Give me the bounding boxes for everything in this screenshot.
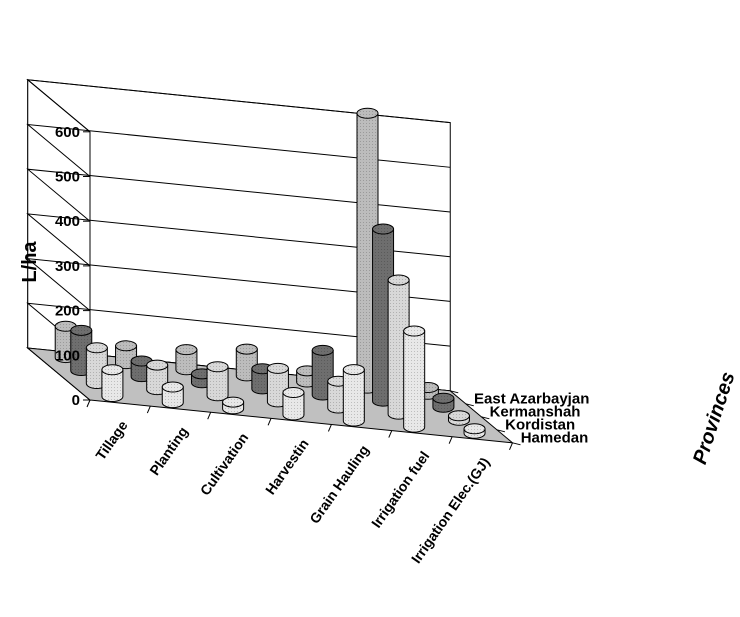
cylinder-top-texture — [101, 364, 123, 375]
x-tick-mark — [267, 418, 272, 426]
z-tick-mark — [465, 403, 474, 407]
series-label: Kordistan — [505, 416, 575, 433]
cylinder-top-texture — [388, 275, 410, 286]
cylinder-bar — [447, 410, 470, 426]
gridline — [26, 213, 451, 267]
gridline — [26, 168, 451, 222]
cylinder-top-texture — [175, 344, 197, 355]
x-tick-mark — [146, 405, 151, 414]
cylinder-bar — [206, 361, 229, 402]
y-tick-label: 0 — [72, 392, 80, 409]
cylinder-texture — [162, 387, 184, 408]
x-tick-mark — [207, 412, 212, 420]
cylinder-bar — [161, 381, 184, 409]
category-label: Harvestin — [262, 436, 312, 497]
cylinder-top-texture — [312, 345, 334, 356]
cylinder-top-texture — [464, 423, 486, 434]
x-tick-mark — [388, 430, 393, 438]
cylinder-texture — [175, 349, 197, 375]
z-tick-mark — [512, 442, 521, 446]
x-tick-mark — [509, 442, 513, 450]
cylinder-top-texture — [356, 108, 378, 119]
category-label: Cultivation — [197, 430, 252, 498]
cylinder-texture — [403, 331, 425, 433]
grid-layer — [26, 78, 451, 402]
cylinder-texture — [207, 366, 229, 401]
x-tick-mark — [86, 399, 91, 408]
z-tick-mark — [496, 429, 506, 433]
cylinder-texture — [101, 369, 123, 402]
gridline — [26, 79, 451, 133]
series-label: Hamedan — [521, 429, 589, 446]
z-axis-title: Provinces — [689, 369, 739, 467]
x-tick-mark — [327, 424, 332, 432]
z-tick-mark — [481, 416, 490, 420]
category-label: Grain Hauling — [306, 442, 372, 526]
cylinder-top-texture — [222, 397, 244, 408]
series-label: East Azarbayjan — [474, 390, 589, 407]
y-tick-label: 400 — [55, 213, 80, 230]
y-tick-label: 300 — [55, 258, 80, 275]
cylinder-bar — [101, 364, 124, 403]
cylinder-top-texture — [343, 364, 365, 375]
cylinder-bar — [282, 387, 305, 421]
cylinder-top-texture — [403, 326, 425, 337]
cylinder-top-texture — [207, 361, 229, 372]
cylinder-bar — [175, 344, 198, 376]
series-label: Kermanshah — [490, 403, 581, 420]
gridline — [26, 123, 451, 177]
cylinder-top-texture — [448, 410, 470, 421]
gridline — [26, 257, 451, 311]
cylinder-bar — [342, 364, 365, 427]
cylinder-bar — [222, 396, 245, 415]
category-label: Irrigation fuel — [368, 448, 432, 530]
cylinder-top-texture — [282, 387, 304, 398]
cylinder-top-texture — [86, 342, 108, 353]
cylinder-top-texture — [236, 344, 258, 355]
cylinder-top-texture — [267, 363, 289, 374]
cylinder-top-texture — [372, 224, 394, 235]
category-label: Tillage — [92, 417, 131, 462]
y-tick-label: 500 — [55, 169, 80, 186]
cylinder-bar — [432, 392, 455, 413]
cylinder-bar — [463, 423, 486, 439]
category-label: Planting — [146, 424, 191, 478]
cylinder-top-texture — [146, 360, 168, 371]
cylinder-bar — [403, 325, 426, 433]
y-tick-label: 100 — [55, 347, 80, 364]
bars-layer — [54, 107, 486, 439]
cylinder-texture — [343, 369, 365, 427]
y-tick-label: 600 — [55, 124, 80, 141]
z-tick-mark — [450, 390, 459, 394]
cylinder-top-texture — [432, 393, 454, 404]
cylinder-texture — [282, 392, 304, 420]
x-tick-mark — [448, 436, 453, 444]
cylinder-top-texture — [115, 340, 137, 351]
y-tick-label: 200 — [55, 303, 80, 320]
cylinder-top-texture — [162, 382, 184, 393]
y-axis-title: L/ha — [19, 241, 41, 283]
cylinder-top-texture — [70, 325, 92, 336]
